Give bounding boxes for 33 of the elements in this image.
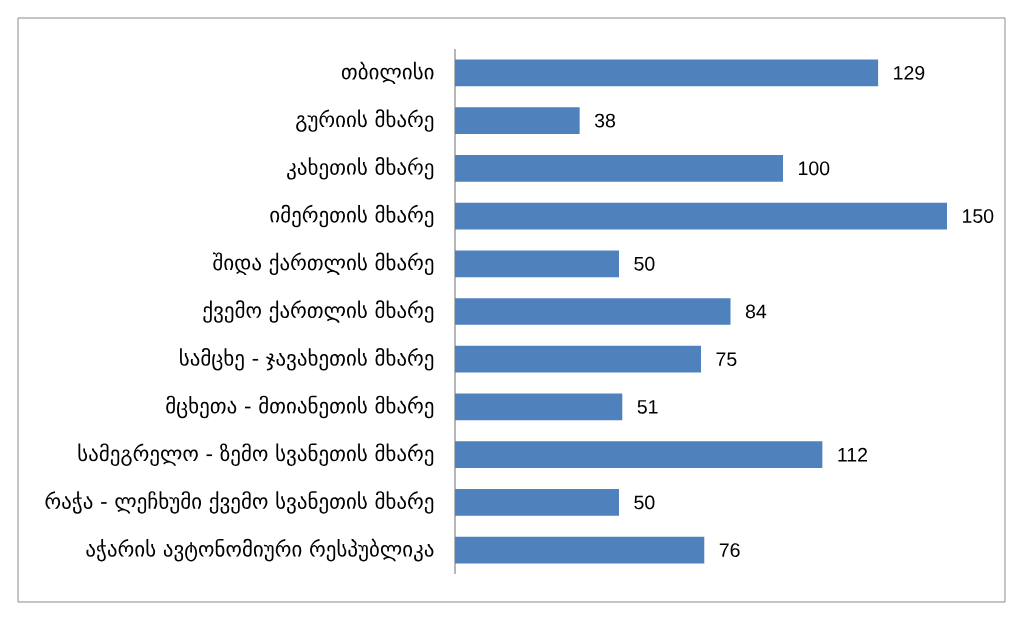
bar	[455, 441, 823, 469]
bar	[455, 154, 784, 182]
y-tick-label: კახეთის მხარე	[287, 157, 434, 180]
data-label: 100	[799, 161, 830, 176]
bar	[455, 59, 879, 87]
bar	[455, 393, 623, 421]
data-label: 50	[634, 256, 655, 271]
data-label: 75	[716, 352, 737, 367]
bar	[455, 107, 580, 134]
y-tick-label: იმერეთის მხარე	[270, 204, 434, 228]
data-label: 76	[719, 543, 740, 558]
bar	[455, 489, 620, 516]
data-label: 112	[838, 447, 867, 462]
y-tick-label: სამცხე - ჯავახეთის მხარე	[180, 347, 434, 371]
bar	[455, 536, 705, 564]
data-label: 84	[745, 304, 767, 319]
y-tick-label: შიდა ქართლის მხარე	[213, 252, 434, 276]
bar	[455, 250, 620, 278]
bar	[455, 298, 731, 325]
y-tick-label: მცხეთა - მთიანეთის მხარე	[166, 395, 434, 419]
bar	[455, 202, 948, 230]
data-label: 129	[894, 65, 925, 80]
y-tick-label: ქვემო ქართლის მხარე	[203, 300, 434, 323]
data-label: 38	[594, 113, 616, 128]
data-label: 150	[963, 209, 994, 223]
y-tick-label: თბილისი	[341, 61, 434, 85]
y-tick-label: რაჭა - ლეჩხუმი ქვემო სვანეთის მხარე	[45, 491, 434, 514]
y-tick-label: სამეგრელო - ზემო სვანეთის მხარე	[78, 443, 434, 466]
bar	[455, 345, 702, 373]
data-label: 51	[637, 400, 658, 414]
y-tick-label: აჭარის ავტონომიური რესპუბლიკა	[86, 538, 434, 562]
data-label: 50	[634, 495, 655, 510]
y-tick-label: გურიის მხარე	[296, 109, 434, 132]
